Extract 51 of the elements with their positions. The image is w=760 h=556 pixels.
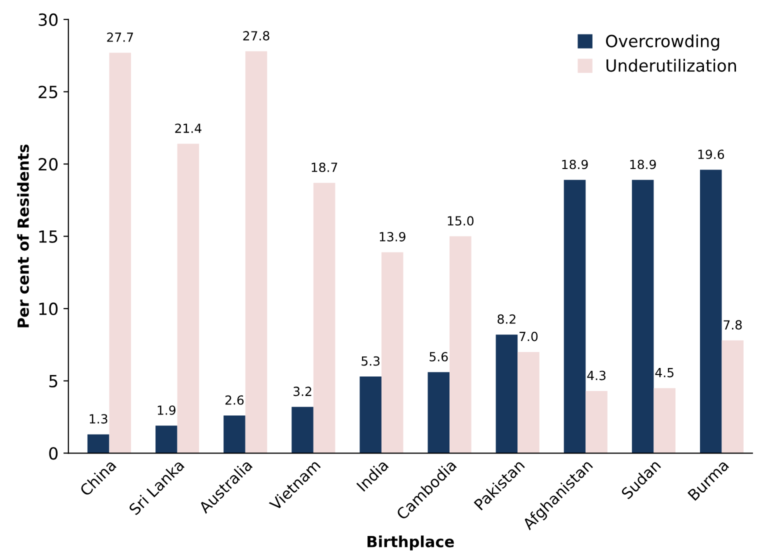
x-axis-title: Birthplace <box>368 536 454 550</box>
bar <box>245 51 268 454</box>
bar <box>632 180 654 454</box>
data-label: 7.8 <box>724 320 742 330</box>
data-label: 4.5 <box>655 368 674 378</box>
data-label: 19.6 <box>698 150 724 160</box>
bar <box>654 388 676 454</box>
bar <box>428 372 450 454</box>
bar <box>109 52 132 454</box>
bar <box>586 390 608 454</box>
data-label: 3.2 <box>294 386 312 396</box>
data-label: 15.0 <box>448 216 474 226</box>
bar <box>496 334 518 454</box>
bar <box>518 352 540 454</box>
data-label: 4.3 <box>587 370 606 380</box>
data-label: 1.9 <box>158 405 176 415</box>
data-label: 27.7 <box>107 32 133 42</box>
data-label: 18.9 <box>562 160 588 170</box>
bar <box>156 426 178 454</box>
data-label: 7.0 <box>520 332 538 342</box>
bar <box>87 434 110 454</box>
y-tick-label: 5 <box>49 375 58 388</box>
data-label: 5.3 <box>362 356 380 366</box>
y-tick-label: 15 <box>39 230 58 243</box>
data-label: 1.3 <box>90 414 108 424</box>
data-label: 8.2 <box>498 314 516 324</box>
y-axis-title: Per cent of Residents <box>17 144 29 328</box>
bar <box>722 340 744 454</box>
data-label: 18.7 <box>312 162 338 172</box>
bar <box>700 170 722 454</box>
data-label: 5.6 <box>430 352 448 362</box>
bar <box>313 182 336 454</box>
bar <box>360 376 382 454</box>
data-label: 21.4 <box>175 124 202 133</box>
y-tick-label: 20 <box>38 158 58 171</box>
bar <box>224 416 246 454</box>
data-label: 13.9 <box>380 232 406 242</box>
legend-label: Overcrowding <box>606 34 720 51</box>
bar <box>564 180 586 454</box>
data-label: 2.6 <box>225 395 244 405</box>
y-tick-label: 25 <box>38 86 58 98</box>
y-tick-label: 10 <box>39 302 58 316</box>
bar <box>292 406 314 454</box>
legend-label: Underutilization <box>606 58 736 72</box>
bar <box>177 144 200 454</box>
bar <box>450 236 472 454</box>
y-tick-label: 0 <box>49 447 58 460</box>
data-label: 27.8 <box>243 31 270 41</box>
data-label: 18.9 <box>630 160 656 170</box>
y-tick-label: 30 <box>38 13 58 26</box>
bar <box>381 252 404 454</box>
